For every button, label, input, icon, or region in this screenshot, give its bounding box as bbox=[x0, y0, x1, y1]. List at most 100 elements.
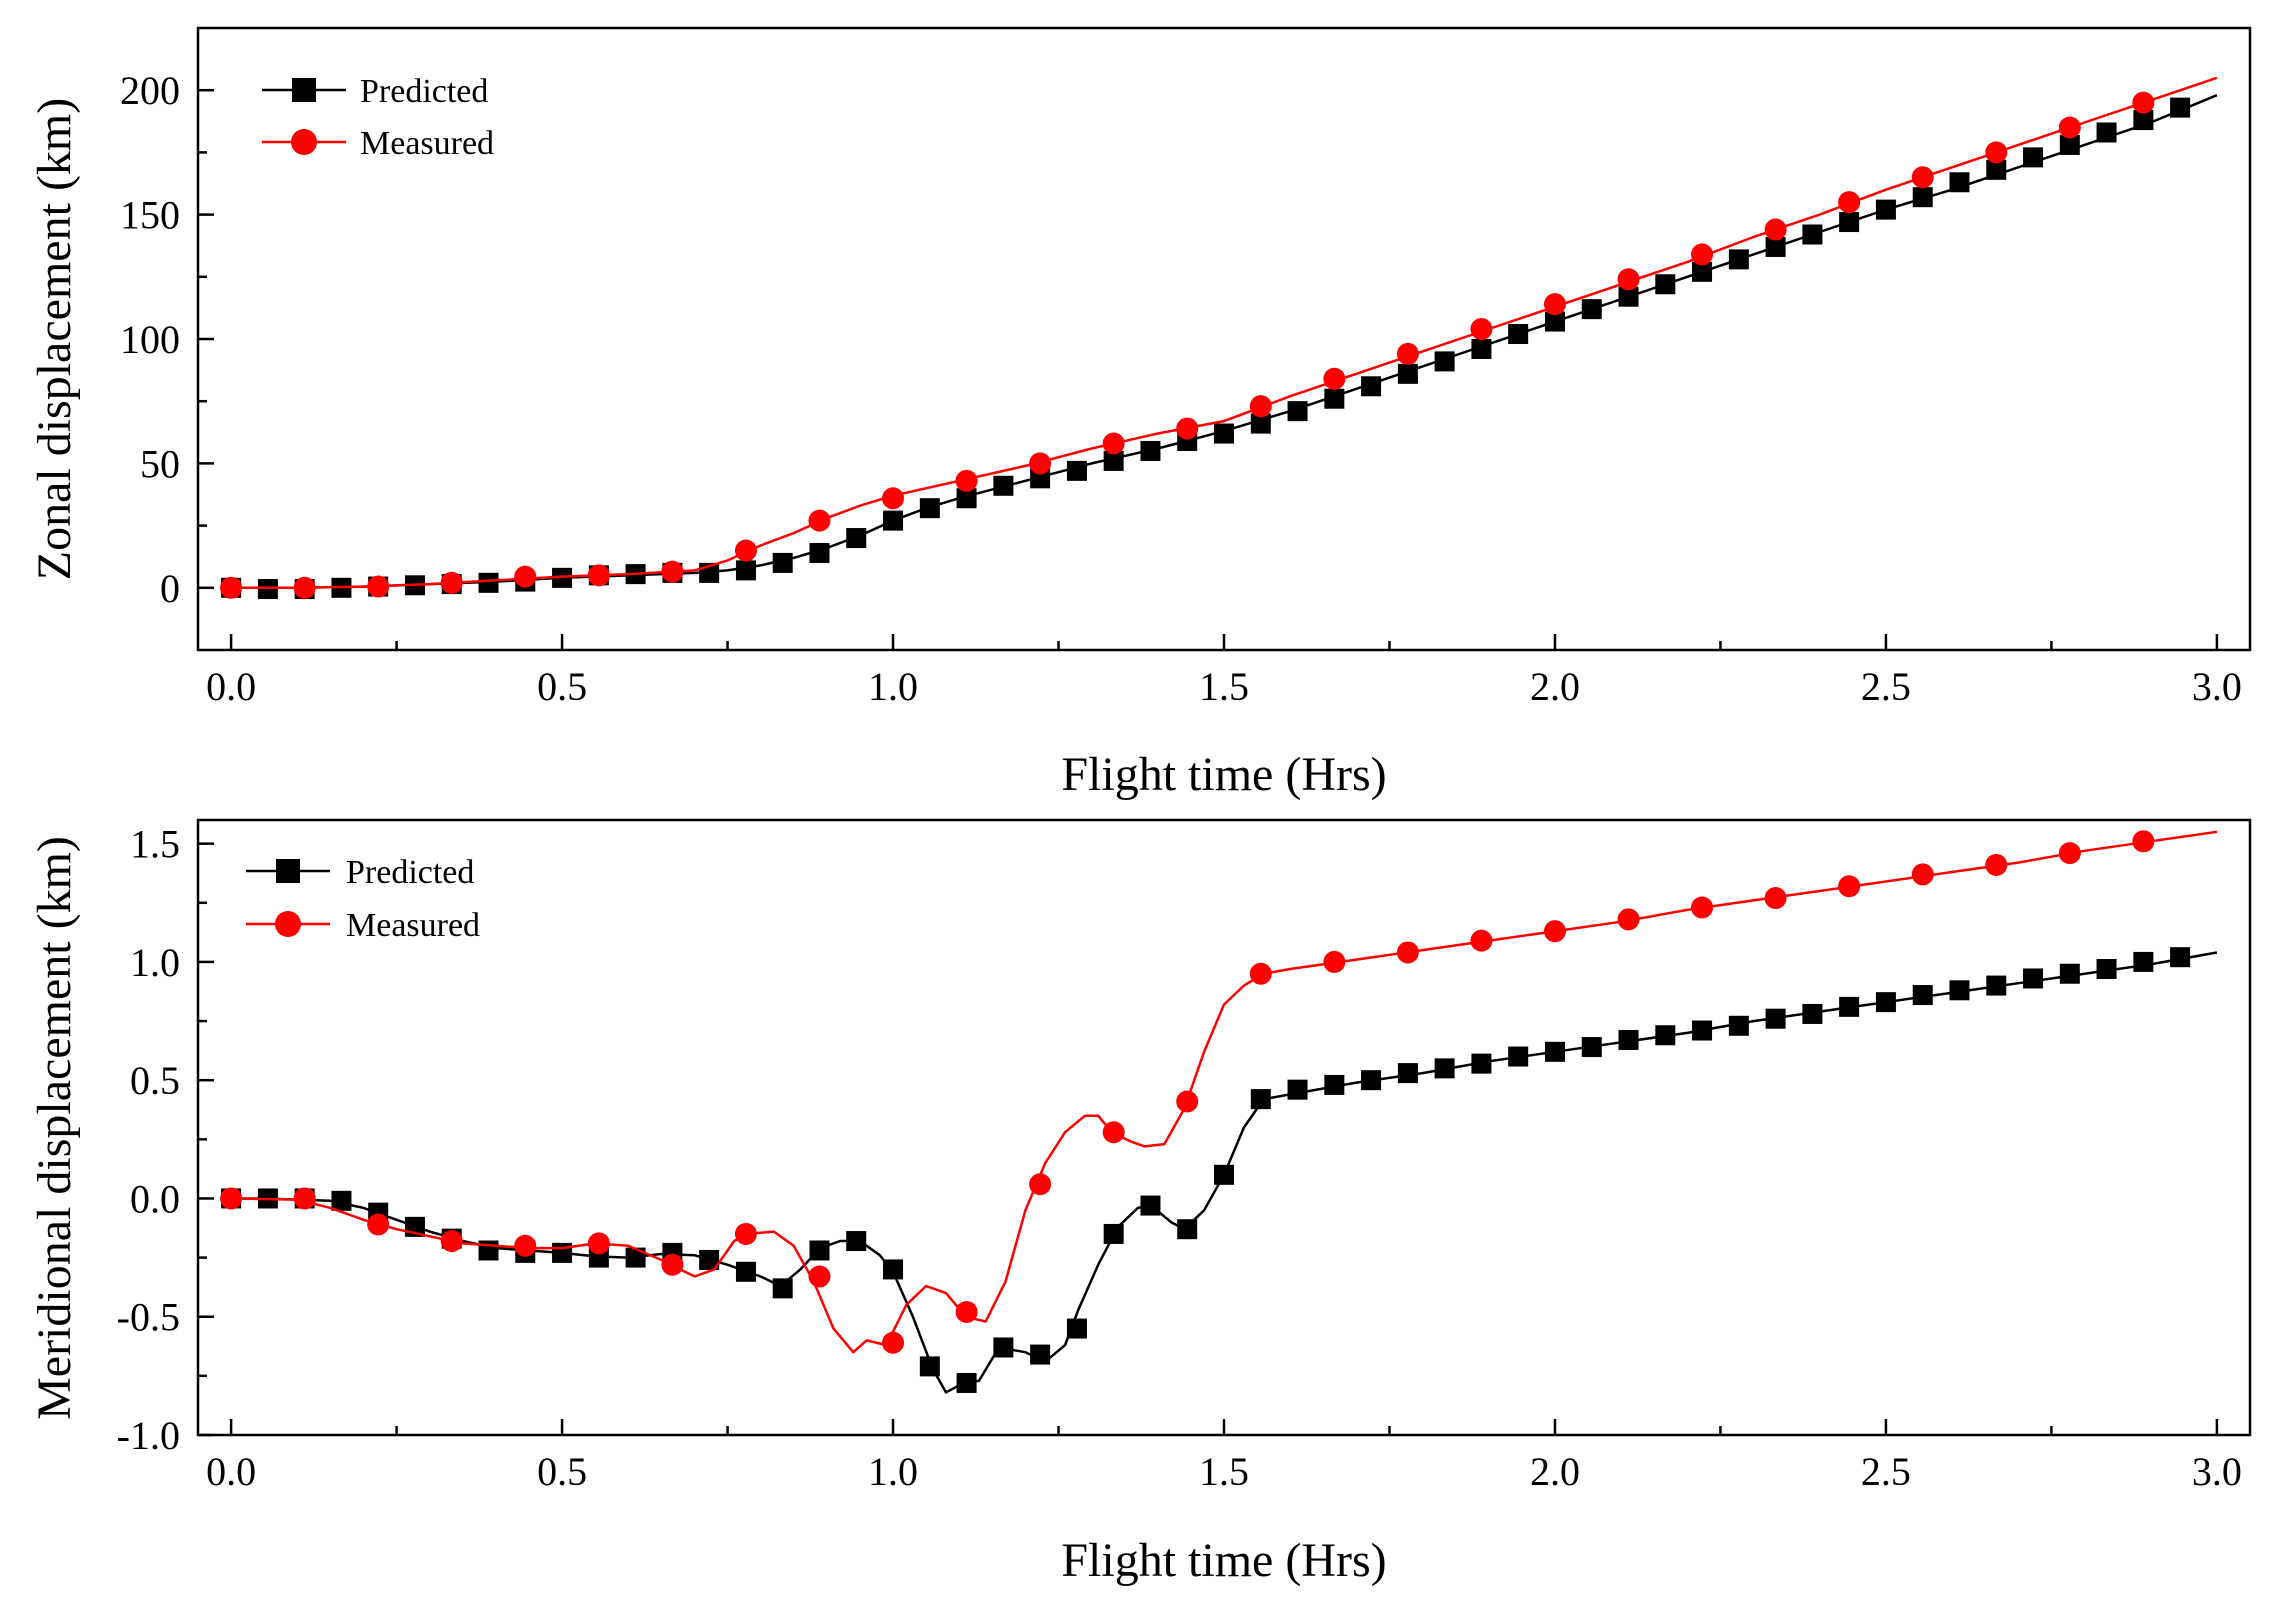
zonal-predicted-point bbox=[1434, 351, 1455, 372]
meridional-measured-point bbox=[1102, 1121, 1125, 1144]
zonal-measured-point bbox=[293, 576, 316, 599]
zonal-measured-point bbox=[1029, 452, 1052, 475]
meridional-predicted-point bbox=[2133, 951, 2154, 972]
meridional-predicted-point bbox=[2059, 963, 2080, 984]
meridional-predicted-point bbox=[1986, 975, 2007, 996]
zonal-predicted-point bbox=[2133, 110, 2154, 131]
meridional-measured-point bbox=[1617, 908, 1640, 931]
meridional-predicted-point bbox=[1692, 1020, 1713, 1041]
meridional-predicted-point bbox=[883, 1259, 904, 1280]
meridional-predicted-point bbox=[1875, 992, 1896, 1013]
zonal-measured-point bbox=[661, 560, 684, 583]
zonal-plot-frame bbox=[196, 26, 2252, 652]
zonal-predicted-point bbox=[478, 572, 499, 593]
zonal-predicted-point bbox=[735, 560, 756, 581]
x-tick-label: 2.5 bbox=[1861, 664, 1911, 709]
meridional-predicted-point bbox=[331, 1190, 352, 1211]
meridional-measured-point bbox=[293, 1187, 316, 1210]
zonal-chart: 0.0 0.5 1.0 1.5 2.0 2.5 3.0 0 50 100 150 200 Predi… bbox=[28, 26, 2252, 801]
meridional-measured-point bbox=[808, 1265, 831, 1288]
legend-measured-label: Measured bbox=[360, 125, 494, 162]
meridional-predicted-point bbox=[1066, 1318, 1087, 1339]
legend-measured-marker bbox=[291, 129, 317, 155]
meridional-predicted-point bbox=[809, 1240, 830, 1261]
zonal-y-ticks: 0 50 100 150 200 bbox=[120, 68, 214, 611]
zonal-measured-point bbox=[1470, 318, 1493, 341]
zonal-measured-point bbox=[1102, 432, 1125, 455]
zonal-measured-point bbox=[1691, 243, 1714, 266]
meridional-measured-point bbox=[1543, 920, 1566, 943]
zonal-measured-point bbox=[440, 571, 463, 594]
y-tick-label: -1.0 bbox=[117, 1413, 180, 1458]
meridional-predicted-point bbox=[478, 1240, 499, 1261]
y-tick-label: -0.5 bbox=[117, 1295, 180, 1340]
meridional-chart: 0.0 0.5 1.0 1.5 2.0 2.5 3.0 -1.0 -0.5 0.0 0.5 1.0 1… bbox=[28, 818, 2252, 1587]
x-tick-label: 2.5 bbox=[1861, 1449, 1911, 1494]
meridional-measured-point bbox=[220, 1187, 243, 1210]
zonal-predicted-point bbox=[2059, 134, 2080, 155]
zonal-predicted-point bbox=[1655, 274, 1676, 295]
zonal-measured-point bbox=[587, 564, 610, 587]
x-tick-label: 1.0 bbox=[868, 664, 918, 709]
meridional-predicted-point bbox=[1250, 1089, 1271, 1110]
meridional-measured-point bbox=[661, 1253, 684, 1276]
meridional-predicted-point bbox=[1765, 1008, 1786, 1029]
zonal-y-axis-title: Zonal displacement (km) bbox=[28, 98, 81, 581]
zonal-predicted-point bbox=[993, 475, 1014, 496]
meridional-x-ticks: 0.0 0.5 1.0 1.5 2.0 2.5 3.0 bbox=[206, 1419, 2242, 1494]
meridional-predicted-point bbox=[1324, 1074, 1345, 1095]
x-tick-label: 1.5 bbox=[1199, 664, 1249, 709]
zonal-predicted-point bbox=[1692, 261, 1713, 282]
meridional-measured-point bbox=[1029, 1173, 1052, 1196]
zonal-measured-point bbox=[1396, 342, 1419, 365]
meridional-predicted-point bbox=[1177, 1219, 1198, 1240]
y-tick-label: 50 bbox=[140, 441, 180, 486]
meridional-predicted-point bbox=[2096, 959, 2117, 980]
zonal-predicted-point bbox=[1324, 388, 1345, 409]
zonal-measured-point bbox=[1838, 191, 1861, 214]
zonal-measured-point bbox=[734, 539, 757, 562]
x-tick-label: 2.0 bbox=[1530, 1449, 1580, 1494]
meridional-predicted-point bbox=[1618, 1029, 1639, 1050]
meridional-predicted-point bbox=[2170, 947, 2191, 968]
zonal-predicted-point bbox=[1875, 199, 1896, 220]
meridional-predicted-point bbox=[1544, 1041, 1565, 1062]
x-tick-label: 1.0 bbox=[868, 1449, 918, 1494]
meridional-predicted-point bbox=[772, 1278, 793, 1299]
zonal-measured-point bbox=[1911, 166, 1934, 189]
zonal-predicted-point bbox=[1214, 423, 1234, 444]
zonal-predicted-point bbox=[2096, 122, 2117, 143]
meridional-measured-point bbox=[587, 1232, 610, 1255]
zonal-predicted-point bbox=[846, 528, 867, 549]
meridional-predicted-point bbox=[1434, 1058, 1455, 1079]
meridional-measured-point bbox=[1176, 1090, 1199, 1113]
meridional-predicted-point bbox=[919, 1356, 940, 1377]
meridional-measured-point bbox=[2058, 842, 2081, 865]
x-tick-label: 0.5 bbox=[537, 664, 587, 709]
zonal-measured-point bbox=[514, 565, 537, 588]
legend-predicted-marker bbox=[292, 78, 316, 102]
meridional-measured-line bbox=[231, 830, 2218, 1354]
legend-predicted-label: Predicted bbox=[346, 854, 474, 891]
zonal-series bbox=[220, 76, 2218, 600]
meridional-predicted-point bbox=[1471, 1053, 1492, 1074]
zonal-predicted-point bbox=[1802, 224, 1823, 245]
x-tick-label: 1.5 bbox=[1199, 1449, 1249, 1494]
meridional-predicted-point bbox=[1397, 1063, 1418, 1084]
meridional-predicted-point bbox=[1728, 1015, 1749, 1036]
meridional-predicted-point bbox=[735, 1261, 756, 1282]
zonal-predicted-point bbox=[1066, 460, 1087, 481]
y-tick-label: 0 bbox=[160, 566, 180, 611]
meridional-predicted-point bbox=[1581, 1037, 1602, 1058]
meridional-measured-point bbox=[440, 1230, 463, 1253]
y-tick-label: 200 bbox=[120, 68, 180, 113]
zonal-measured-point bbox=[220, 576, 243, 599]
zonal-measured-point bbox=[955, 469, 978, 492]
legend-predicted-marker bbox=[276, 859, 300, 883]
zonal-predicted-point bbox=[1949, 172, 1970, 193]
zonal-measured-point bbox=[1985, 141, 2008, 164]
meridional-measured-point bbox=[1838, 875, 1861, 898]
y-tick-label: 0.5 bbox=[130, 1058, 180, 1103]
zonal-measured-point bbox=[1323, 367, 1346, 390]
zonal-predicted-line bbox=[231, 94, 2218, 590]
